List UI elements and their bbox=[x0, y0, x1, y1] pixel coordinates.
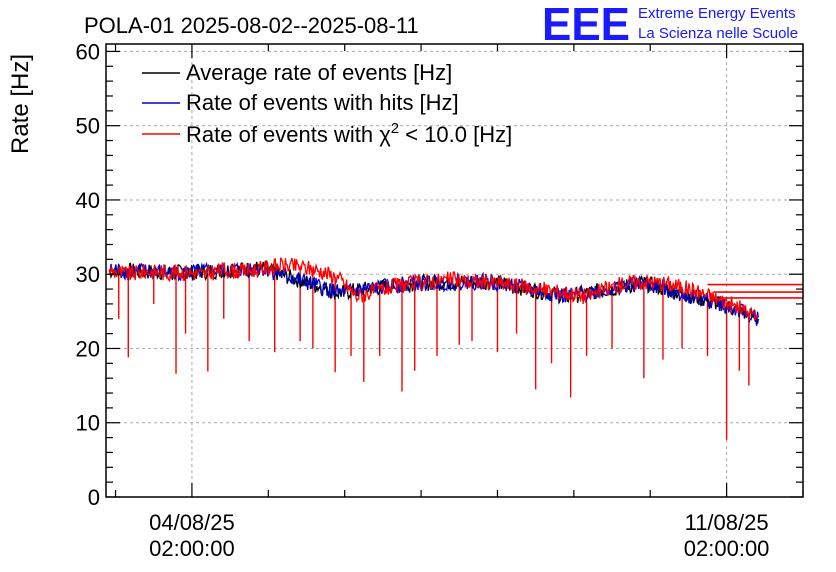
y-tick-label: 0 bbox=[88, 485, 100, 510]
y-tick-label: 50 bbox=[76, 114, 100, 139]
x-tick-label-time: 02:00:00 bbox=[149, 536, 235, 561]
series-line-2 bbox=[108, 257, 759, 323]
eee-logo-line2: La Scienza nelle Scuole bbox=[638, 25, 798, 42]
series-lines bbox=[108, 257, 760, 326]
legend-label-chi2: Rate of events with χ2 < 10.0 [Hz] bbox=[186, 120, 512, 147]
series-line-0 bbox=[108, 259, 760, 324]
x-tick-label-date: 11/08/25 bbox=[685, 510, 769, 535]
eee-logo-line1: Extreme Energy Events bbox=[638, 5, 796, 22]
plot-frame bbox=[105, 43, 804, 498]
eee-logo: EEE Extreme Energy Events La Scienza nel… bbox=[542, 0, 798, 50]
x-tick-label-date: 04/08/25 bbox=[149, 510, 235, 535]
legend-chi2-superscript: 2 bbox=[391, 120, 399, 137]
y-tick-label: 60 bbox=[76, 39, 100, 64]
x-tick-label-time: 02:00:00 bbox=[684, 536, 770, 561]
eee-logo-letters: EEE bbox=[542, 0, 630, 50]
chart-title: POLA-01 2025-08-02--2025-08-11 bbox=[84, 13, 419, 38]
dip-spikes bbox=[118, 266, 750, 440]
y-tick-label: 40 bbox=[76, 188, 100, 213]
y-tick-label: 30 bbox=[76, 262, 100, 287]
y-tick-label: 20 bbox=[76, 336, 100, 361]
y-axis-ticks: 0 10 20 30 40 50 60 bbox=[76, 39, 803, 510]
legend-chi2-symbol: χ bbox=[379, 122, 391, 147]
trailing-segments bbox=[707, 283, 803, 299]
y-axis-label: Rate [Hz] bbox=[7, 54, 34, 154]
y-tick-label: 10 bbox=[76, 411, 100, 436]
legend-chi2-main: Rate of events with bbox=[186, 122, 379, 147]
legend-label-hits: Rate of events with hits [Hz] bbox=[186, 90, 459, 115]
legend-label-average: Average rate of events [Hz] bbox=[186, 60, 452, 85]
legend-chi2-tail: < 10.0 [Hz] bbox=[399, 122, 512, 147]
legend: Average rate of events [Hz] Rate of even… bbox=[142, 60, 512, 147]
